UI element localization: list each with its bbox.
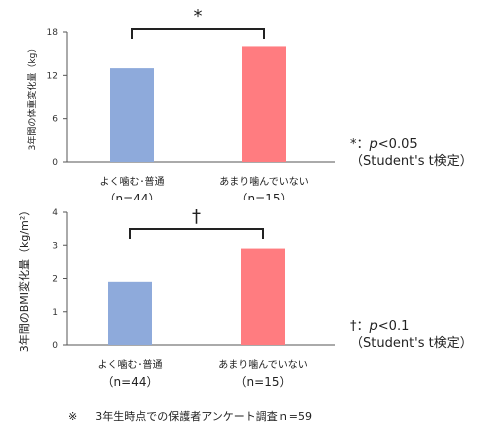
note1-symbol: * — [350, 137, 357, 152]
note2-p: p — [369, 319, 378, 334]
y-tick-label: 2 — [52, 275, 58, 285]
sample-size-label: （n=44） — [104, 192, 161, 200]
significance-marker: † — [192, 206, 201, 227]
note1-p: p — [369, 137, 378, 152]
sample-size-label: （n=44） — [102, 375, 159, 389]
y-tick-label: 1 — [52, 308, 58, 318]
category-label: あまり噛んでいない — [218, 358, 308, 371]
footnote-text: 3年生時点での保護者アンケート調査ｎ=59 — [95, 410, 312, 423]
significance-bracket — [131, 28, 265, 39]
note1-threshold: <0.05 — [377, 137, 418, 152]
weight-change-chart: 0 6 12 18 3年間の体重変化量（kg） よく噛む･普通 （n=44） あまり噛んでいな… — [26, 6, 335, 200]
sample-size-label: （n=15） — [236, 192, 293, 200]
category-label: あまり噛んでいない — [219, 175, 309, 188]
significance-note-2: †：p<0.1 （Student's t検定） — [350, 318, 473, 352]
significance-bracket — [129, 228, 264, 239]
note2-symbol: † — [350, 319, 357, 334]
note2-colon: ： — [356, 319, 370, 334]
survey-footnote: ※ 3年生時点での保護者アンケート調査ｎ=59 — [68, 408, 312, 424]
note2-test: （Student's t検定） — [350, 336, 473, 351]
significance-note-1: *：p<0.05 （Student's t検定） — [350, 136, 473, 170]
bar — [242, 46, 286, 162]
y-tick-label: 6 — [52, 115, 58, 125]
y-tick-label: 12 — [47, 71, 58, 81]
bar — [108, 281, 152, 345]
category-label: よく噛む･普通 — [98, 358, 163, 371]
note1-colon: ： — [356, 137, 370, 152]
category-label: よく噛む･普通 — [100, 175, 165, 188]
sample-size-label: （n=15） — [235, 375, 292, 389]
bar — [110, 68, 154, 162]
y-tick-label: 18 — [47, 28, 59, 38]
bmi-change-chart: 0 1 2 3 4 3年間のBMI変化量（kg/m²） よく噛む･普通 （n=44） あまり噛ん… — [17, 205, 335, 389]
y-tick-label: 4 — [52, 208, 58, 218]
note2-threshold: <0.1 — [377, 319, 410, 334]
note1-test: （Student's t検定） — [350, 154, 473, 169]
footnote-mark: ※ — [68, 410, 78, 423]
y-tick-label: 0 — [52, 158, 58, 168]
y-axis-label: 3年間の体重変化量（kg） — [26, 44, 38, 151]
y-tick-label: 0 — [52, 341, 58, 351]
y-axis-label: 3年間のBMI変化量（kg/m²） — [17, 205, 31, 352]
bar — [241, 248, 285, 345]
significance-marker: * — [194, 6, 203, 27]
y-tick-label: 3 — [52, 241, 58, 251]
